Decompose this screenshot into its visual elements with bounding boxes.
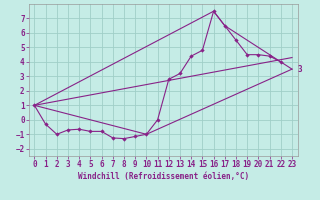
X-axis label: Windchill (Refroidissement éolien,°C): Windchill (Refroidissement éolien,°C) (78, 172, 249, 181)
Text: 3: 3 (298, 65, 302, 74)
